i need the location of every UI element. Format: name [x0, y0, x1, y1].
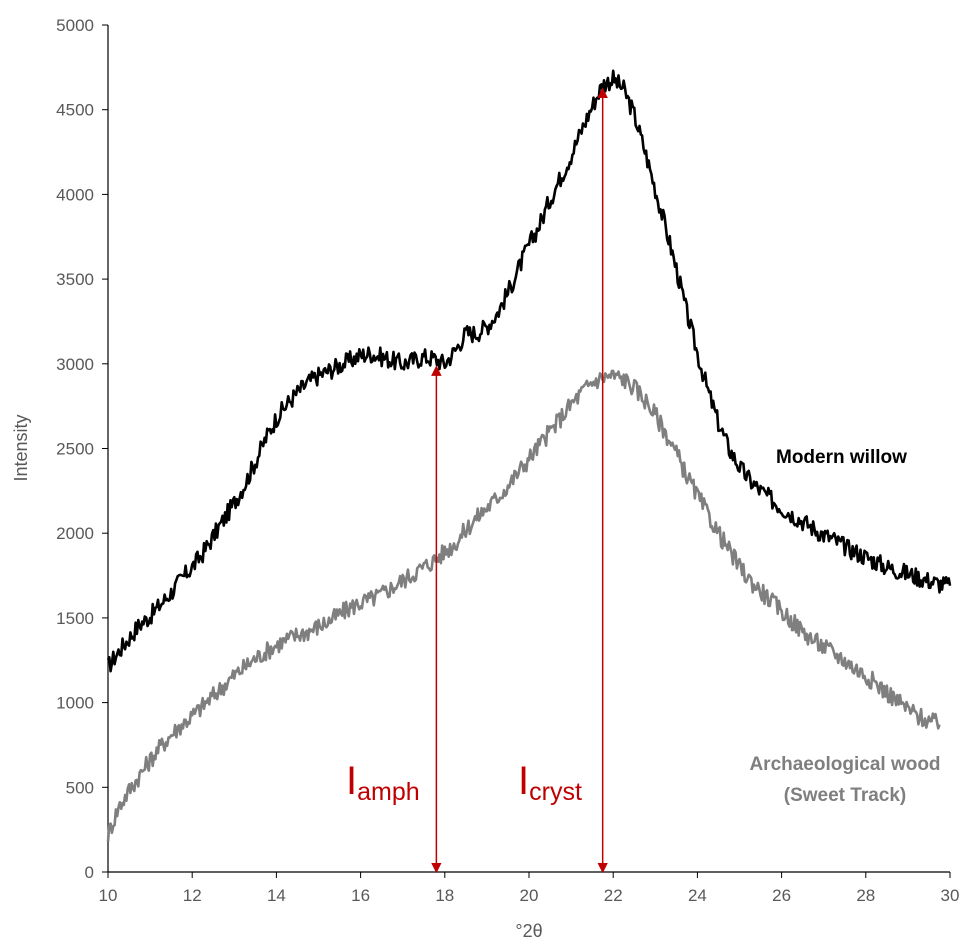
x-tick-label: 28	[856, 886, 875, 905]
series-layer	[106, 69, 952, 842]
x-tick-label: 20	[520, 886, 539, 905]
archaeological-wood-series-line	[106, 369, 941, 842]
y-tick-label: 5000	[56, 16, 94, 35]
y-axis-title: Intensity	[11, 414, 31, 481]
y-tick-label: 500	[66, 778, 94, 797]
y-tick-label: 2000	[56, 524, 94, 543]
modern-willow-series-line	[106, 69, 952, 673]
y-ticks: 0 500 1000 1500 2000 2500 3000 3500 4000 4500 5000	[56, 16, 108, 882]
x-axis-title: °2θ	[515, 921, 542, 941]
x-tick-label: 24	[688, 886, 707, 905]
modern-willow-label: Modern willow	[776, 447, 907, 468]
x-tick-label: 26	[772, 886, 791, 905]
y-tick-label: 4500	[56, 101, 94, 120]
x-ticks: 10 12 14 16 18 20 22 24 26 28 30	[99, 872, 960, 905]
y-tick-label: 3000	[56, 355, 94, 374]
x-tick-label: 12	[183, 886, 202, 905]
y-tick-label: 2500	[56, 440, 94, 459]
y-tick-label: 4000	[56, 185, 94, 204]
y-tick-label: 1500	[56, 609, 94, 628]
y-tick-label: 1000	[56, 694, 94, 713]
archaeological-wood-label: Archaeological wood	[749, 754, 940, 775]
x-tick-label: 22	[604, 886, 623, 905]
series-labels: Modern willow Archaeological wood (Sweet…	[749, 447, 940, 806]
sweet-track-label: (Sweet Track)	[784, 785, 907, 806]
annotations: Iamph Icryst	[346, 87, 608, 874]
y-tick-label: 0	[85, 863, 94, 882]
i-amph-label: Iamph	[346, 759, 420, 806]
x-tick-label: 18	[435, 886, 454, 905]
i-cryst-label: Icryst	[518, 759, 582, 806]
x-tick-label: 10	[99, 886, 118, 905]
x-tick-label: 30	[941, 886, 960, 905]
x-tick-label: 16	[351, 886, 370, 905]
y-tick-label: 3500	[56, 270, 94, 289]
x-tick-label: 14	[267, 886, 286, 905]
